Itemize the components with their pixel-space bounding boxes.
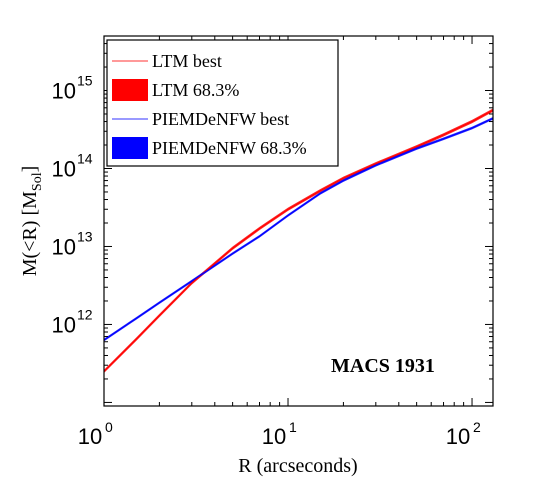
y-axis-label-close: ]: [19, 166, 41, 173]
x-tick-labels: 10 0 10 1 10 2: [78, 419, 481, 449]
y-tick-label: 10: [52, 79, 76, 104]
x-tick-exponent: 2: [473, 419, 481, 435]
plot-frame: [103, 35, 494, 407]
line-series-0: [103, 109, 494, 372]
y-axis-label-sub: Sol: [30, 172, 45, 191]
y-tick-exponent: 13: [77, 228, 93, 244]
line-series-1: [103, 117, 494, 341]
legend-patch-swatch: [112, 137, 148, 159]
x-axis-label: R (arcseconds): [238, 455, 357, 477]
legend-label: LTM best: [152, 51, 222, 71]
x-tick-label: 10: [78, 424, 102, 449]
y-tick-label: 10: [52, 156, 76, 181]
y-axis-label-main: M(<R) [M: [19, 191, 41, 276]
series-lines: [103, 109, 494, 372]
y-tick-label: 10: [52, 312, 76, 337]
y-tick-exponent: 14: [77, 150, 93, 166]
legend-label: PIEMDeNFW 68.3%: [152, 138, 307, 158]
y-tick-exponent: 12: [77, 306, 93, 322]
y-tick-exponent: 15: [77, 73, 93, 89]
y-axis-label: M(<R) [MSol]: [19, 166, 45, 277]
x-tick-label: 10: [262, 424, 286, 449]
x-tick-exponent: 1: [289, 419, 297, 435]
cluster-annotation: MACS 1931: [331, 355, 435, 377]
legend-label: PIEMDeNFW best: [152, 109, 289, 129]
x-tick-label: 10: [446, 424, 470, 449]
legend-patch-swatch: [112, 79, 148, 101]
x-tick-exponent: 0: [105, 419, 113, 435]
legend-label: LTM 68.3%: [152, 80, 239, 100]
y-tick-label: 10: [52, 234, 76, 259]
legend: LTM best LTM 68.3% PIEMDeNFW best PIEMDeNFW…: [106, 39, 339, 167]
